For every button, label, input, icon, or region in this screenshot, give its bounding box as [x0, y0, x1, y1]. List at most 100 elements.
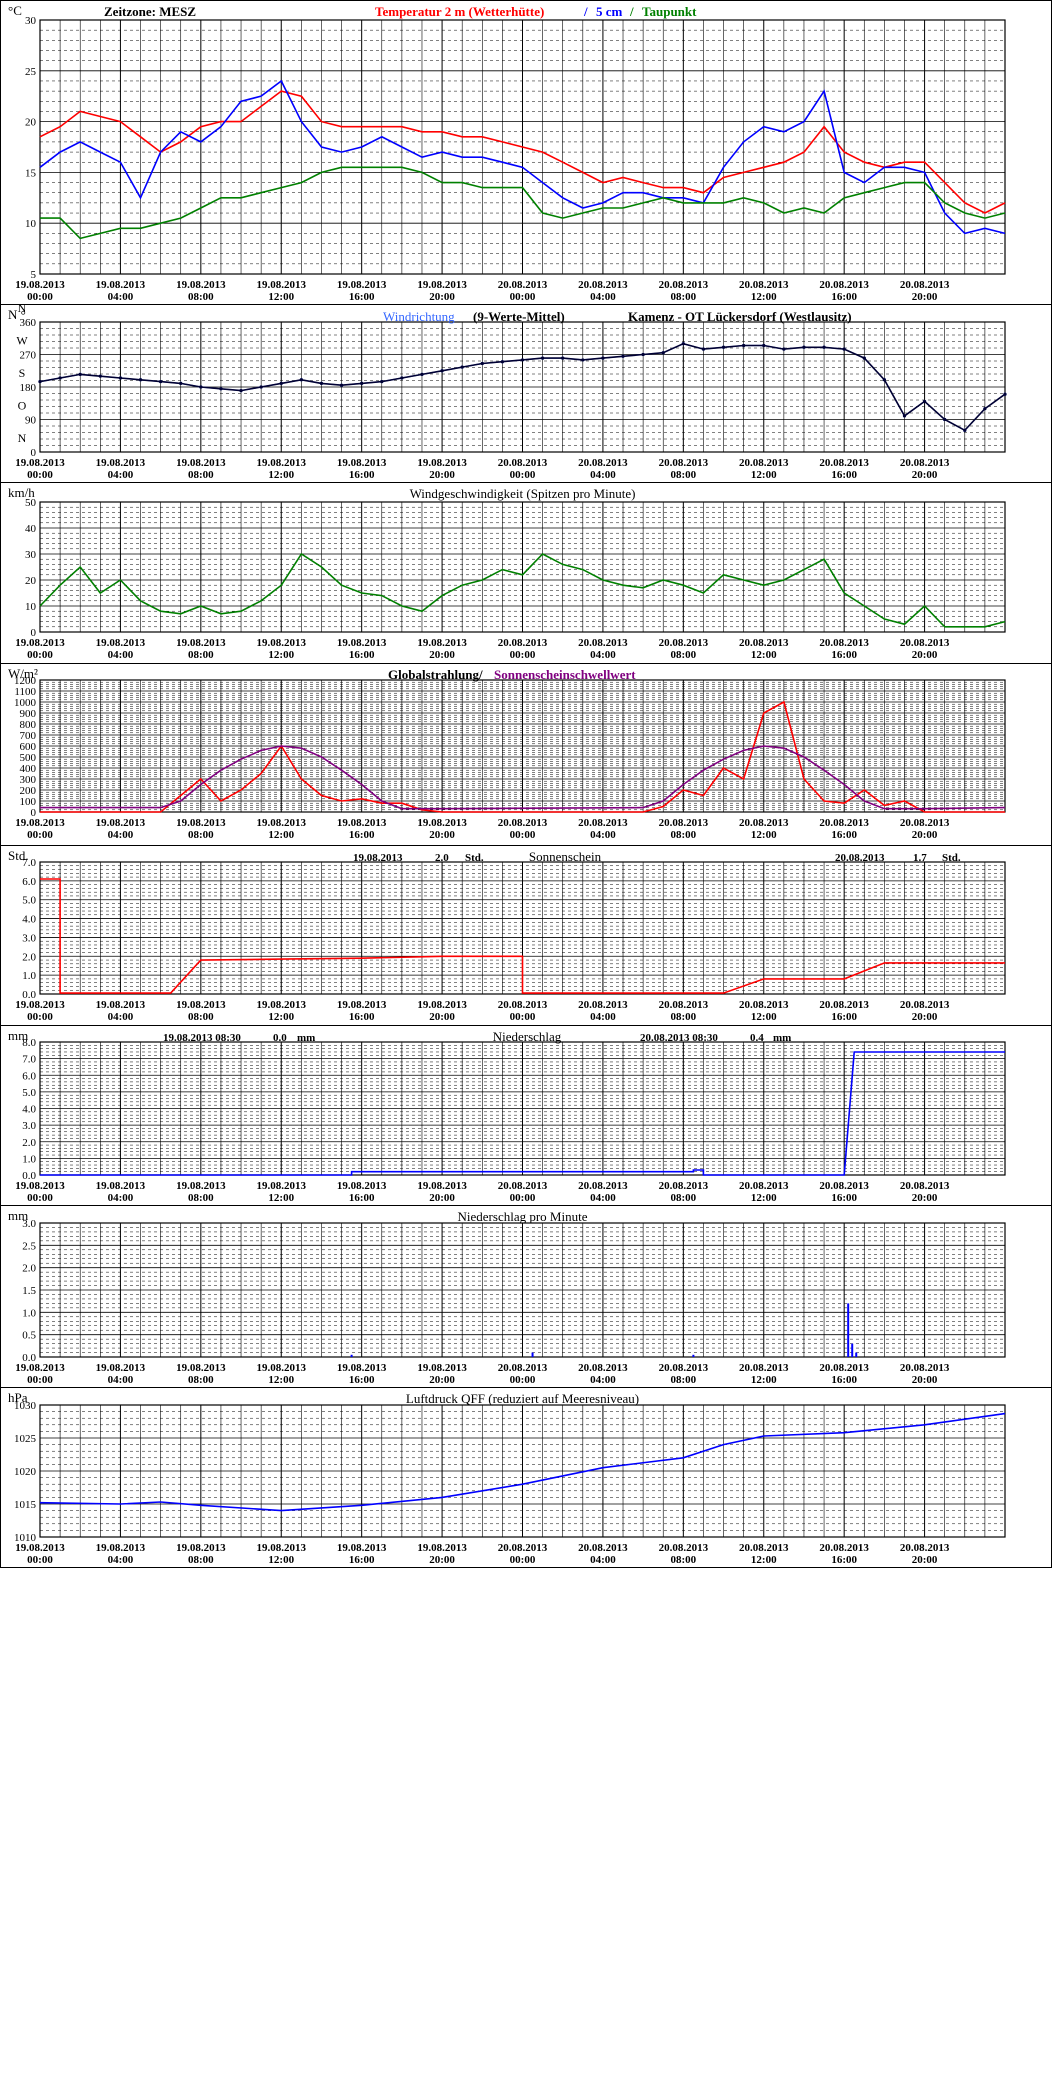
x-tick-date: 19.08.2013	[176, 637, 226, 649]
series-group	[39, 1412, 1006, 1512]
x-tick-time: 08:00	[188, 1374, 214, 1386]
x-tick-time: 16:00	[349, 469, 375, 481]
x-tick-date: 20.08.2013	[739, 637, 789, 649]
x-tick-date: 20.08.2013	[498, 1542, 548, 1554]
x-tick-date: 19.08.2013	[176, 1362, 226, 1374]
x-tick-date: 20.08.2013	[498, 1180, 548, 1192]
y-tick-label: 5.0	[22, 1087, 36, 1099]
x-tick-date: 20.08.2013	[659, 637, 709, 649]
y-tick-label: 3.0	[22, 1120, 36, 1132]
x-tick-time: 00:00	[510, 1374, 536, 1386]
x-tick-time: 12:00	[268, 1554, 294, 1566]
x-tick-time: 16:00	[349, 291, 375, 303]
series-9-werte-mittel-point	[219, 387, 223, 391]
series-9-werte-mittel-point	[541, 356, 545, 360]
x-tick-time: 12:00	[751, 469, 777, 481]
series-9-werte-mittel-point	[943, 417, 947, 422]
x-tick-date: 20.08.2013	[739, 1362, 789, 1374]
x-tick-time: 20:00	[429, 829, 455, 841]
series-9-werte-mittel-point	[118, 376, 123, 380]
series-9-werte-mittel-point	[963, 428, 967, 432]
x-tick-date: 19.08.2013	[337, 457, 387, 469]
x-tick-date: 20.08.2013	[900, 637, 950, 649]
x-tick-date: 20.08.2013	[578, 637, 628, 649]
x-tick-time: 12:00	[751, 291, 777, 303]
x-tick-date: 20.08.2013	[819, 457, 869, 469]
series-9-werte-mittel-point	[842, 347, 846, 351]
x-tick-time: 04:00	[108, 291, 134, 303]
series-9-werte-mittel-point	[138, 378, 143, 382]
x-tick-time: 12:00	[751, 1554, 777, 1566]
series-9-werte-mittel-point	[742, 343, 746, 348]
x-tick-time: 04:00	[108, 1011, 134, 1023]
series-9-werte-mittel-point	[782, 347, 786, 351]
day1-date: 19.08.2013	[353, 852, 403, 864]
series-9-werte-mittel-point	[500, 360, 504, 364]
day1-unit: Std.	[465, 852, 484, 864]
x-tick-date: 20.08.2013	[819, 1542, 869, 1554]
x-tick-date: 20.08.2013	[900, 279, 950, 291]
x-tick-time: 00:00	[27, 1554, 53, 1566]
x-tick-time: 16:00	[349, 829, 375, 841]
day2-date: 20.08.2013	[835, 852, 885, 864]
x-tick-time: 08:00	[670, 469, 696, 481]
series-9-werte-mittel-point	[601, 356, 605, 360]
x-tick-date: 20.08.2013	[659, 1362, 709, 1374]
y-unit-label: °C	[8, 3, 22, 18]
panel-pressure: 1010101510201025103019.08.201300:0019.08…	[0, 1387, 1052, 1566]
y-tick-label: 0.0	[22, 989, 36, 1001]
plot-frame	[39, 321, 1006, 453]
x-tick-date: 20.08.2013	[819, 1180, 869, 1192]
x-tick-time: 12:00	[268, 1192, 294, 1204]
y-tick-label: 500	[20, 752, 37, 764]
x-tick-time: 08:00	[188, 1011, 214, 1023]
compass-label: W	[16, 334, 28, 348]
y-unit-label: N °	[8, 307, 26, 322]
x-tick-time: 08:00	[188, 1554, 214, 1566]
y-tick-label: 1.5	[22, 1285, 36, 1297]
x-tick-date: 20.08.2013	[900, 1362, 950, 1374]
series-9-werte-mittel-point	[561, 356, 565, 360]
x-tick-time: 20:00	[912, 829, 938, 841]
x-tick-date: 20.08.2013	[659, 1542, 709, 1554]
x-tick-time: 12:00	[268, 1374, 294, 1386]
station-name: Kamenz - OT Lückersdorf (Westlausitz)	[628, 309, 852, 324]
x-tick-date: 19.08.2013	[257, 457, 307, 469]
y-tick-label: 3.0	[22, 1218, 36, 1230]
panel-wind-speed: 0102030405019.08.201300:0019.08.201304:0…	[0, 482, 1052, 661]
series-9-werte-mittel-point	[299, 378, 303, 382]
x-tick-date: 20.08.2013	[819, 279, 869, 291]
series-9-werte-mittel-point	[58, 376, 62, 380]
series-9-werte-mittel-point	[480, 361, 484, 366]
x-tick-date: 19.08.2013	[337, 279, 387, 291]
day1-date: 19.08.2013 08:30	[163, 1032, 241, 1044]
x-tick-time: 00:00	[27, 1374, 53, 1386]
legend-temp2m: Temperatur 2 m (Wetterhütte)	[375, 4, 544, 19]
y-tick-label: 5	[31, 269, 37, 281]
y-tick-label: 90	[25, 415, 37, 427]
y-tick-label: 1010	[14, 1532, 37, 1544]
x-tick-time: 20:00	[912, 1192, 938, 1204]
compass-label: O	[18, 399, 27, 413]
x-tick-date: 19.08.2013	[15, 1180, 65, 1192]
x-tick-date: 20.08.2013	[739, 999, 789, 1011]
x-tick-date: 19.08.2013	[337, 817, 387, 829]
series-sonnenscheinschwellwert-line	[40, 745, 1006, 810]
legend-threshold: Sonnenscheinschwellwert	[494, 667, 636, 682]
x-tick-time: 20:00	[429, 1011, 455, 1023]
x-tick-time: 08:00	[670, 291, 696, 303]
series-9-werte-mittel-point	[661, 351, 665, 355]
series-9-werte-mittel-point	[38, 379, 42, 384]
x-tick-date: 20.08.2013	[659, 817, 709, 829]
x-tick-time: 00:00	[510, 829, 536, 841]
x-tick-date: 19.08.2013	[417, 1180, 467, 1192]
y-unit-label: W/m²	[8, 666, 38, 681]
x-tick-date: 20.08.2013	[578, 999, 628, 1011]
x-tick-time: 08:00	[188, 291, 214, 303]
legend-sep: /	[583, 4, 588, 19]
x-tick-date: 20.08.2013	[578, 279, 628, 291]
x-tick-time: 04:00	[108, 829, 134, 841]
y-tick-label: 1020	[14, 1466, 37, 1478]
x-tick-date: 19.08.2013	[96, 1180, 146, 1192]
